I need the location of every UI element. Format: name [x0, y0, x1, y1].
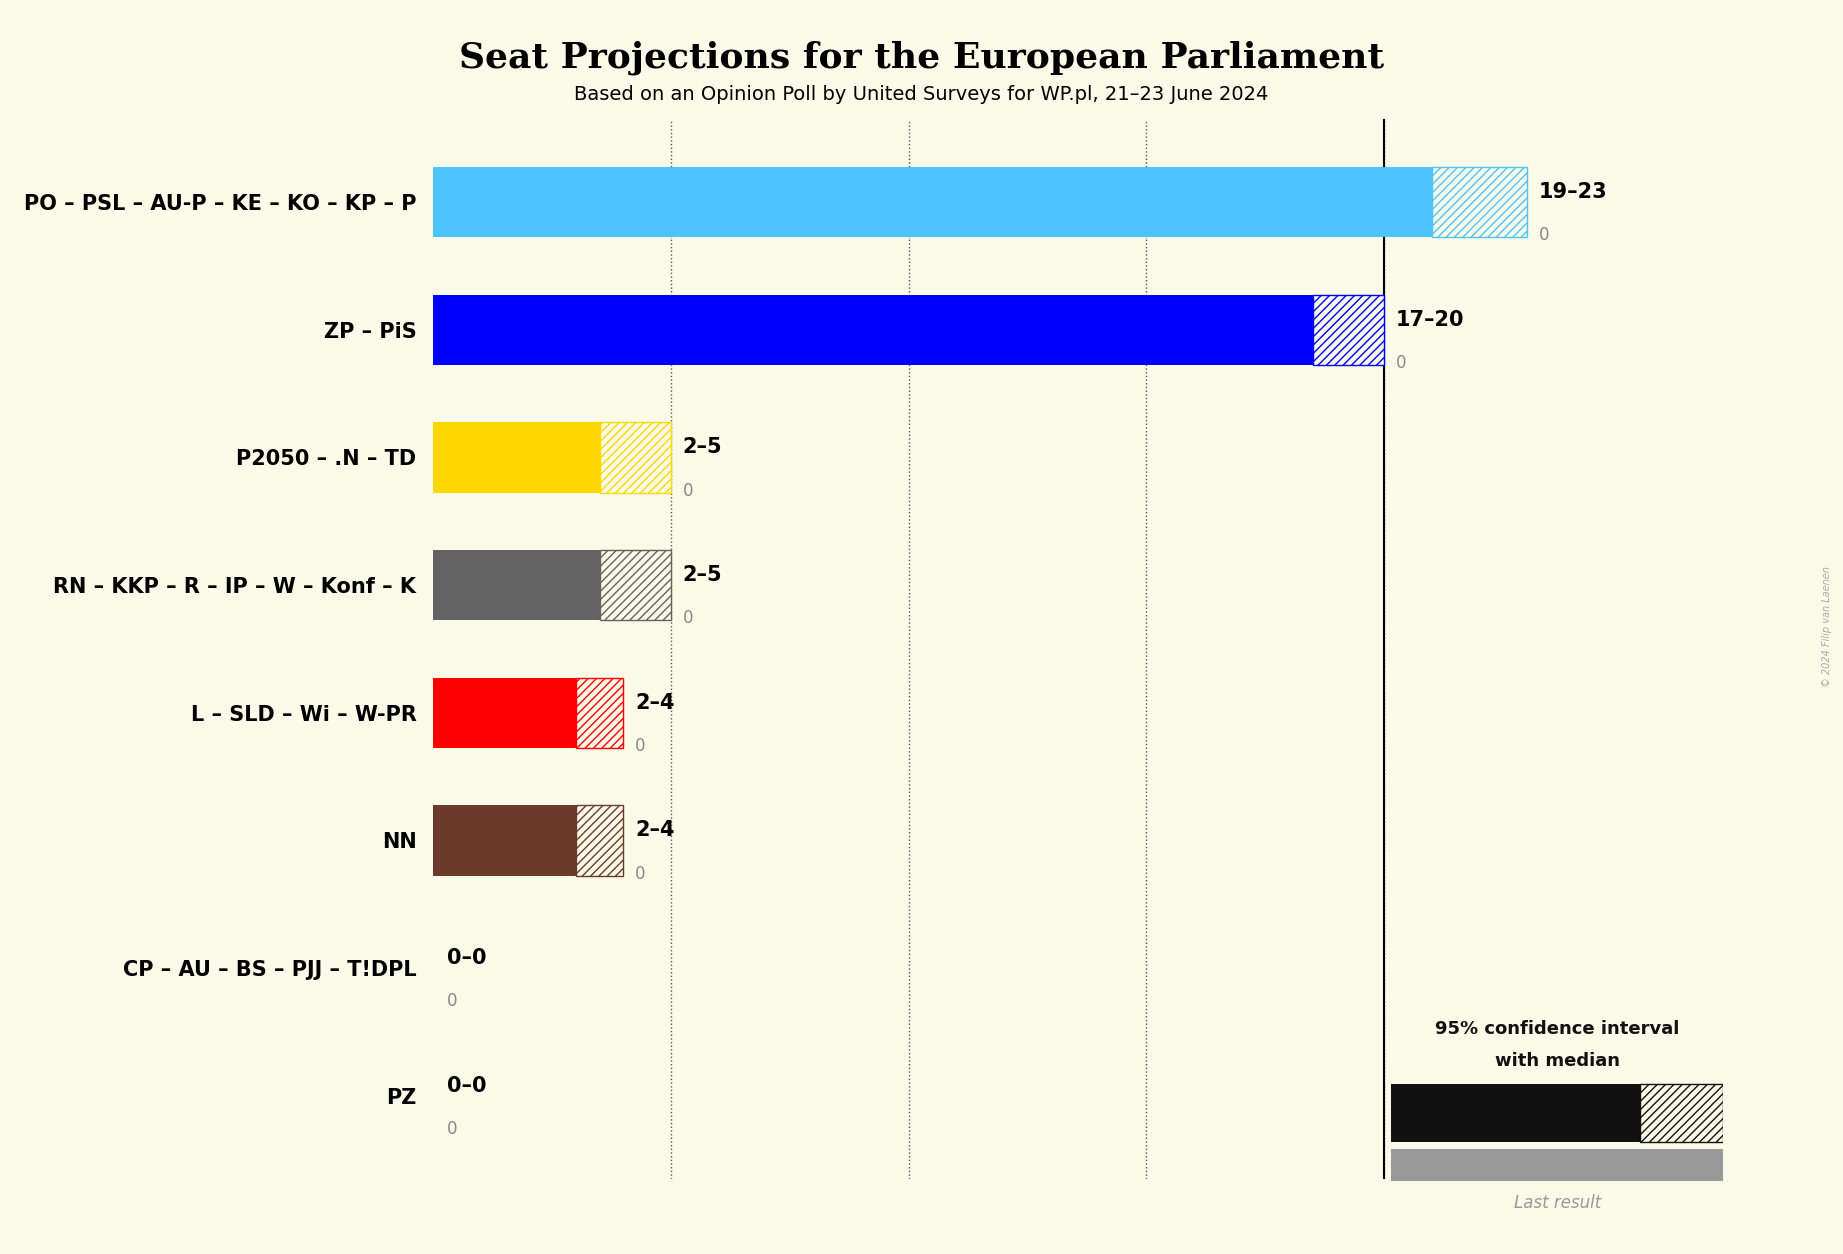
- Text: 0: 0: [1539, 226, 1550, 245]
- Bar: [1640, 1083, 1723, 1142]
- Bar: [433, 677, 529, 747]
- Text: 0: 0: [636, 865, 645, 883]
- Bar: [575, 805, 623, 875]
- Bar: [433, 551, 529, 621]
- Text: 0–0: 0–0: [448, 1076, 487, 1096]
- Text: 0: 0: [682, 609, 693, 627]
- Bar: [529, 805, 575, 875]
- Text: 2–4: 2–4: [636, 820, 675, 840]
- Bar: [529, 677, 575, 747]
- Text: Seat Projections for the European Parliament: Seat Projections for the European Parlia…: [459, 40, 1384, 75]
- Text: 2–5: 2–5: [682, 438, 722, 458]
- Bar: [575, 677, 623, 747]
- Bar: [1391, 1149, 1723, 1181]
- Bar: [599, 423, 671, 493]
- Bar: [1557, 1083, 1640, 1142]
- Text: with median: with median: [1495, 1052, 1620, 1070]
- Text: 0: 0: [1395, 354, 1406, 372]
- Bar: [1432, 167, 1526, 237]
- Bar: [529, 551, 599, 621]
- Text: 0: 0: [448, 992, 457, 1011]
- Bar: [433, 423, 529, 493]
- Text: Last result: Last result: [1513, 1194, 1602, 1211]
- Text: 2–5: 2–5: [682, 564, 722, 584]
- Bar: [599, 551, 671, 621]
- Bar: [1242, 295, 1312, 365]
- Text: 0: 0: [682, 482, 693, 499]
- Text: © 2024 Filip van Laenen: © 2024 Filip van Laenen: [1823, 567, 1832, 687]
- Bar: [1391, 1083, 1557, 1142]
- Text: 0: 0: [448, 1120, 457, 1137]
- Bar: [433, 295, 1242, 365]
- Text: 19–23: 19–23: [1539, 182, 1607, 202]
- Bar: [1312, 295, 1384, 365]
- Bar: [433, 167, 1336, 237]
- Text: 2–4: 2–4: [636, 692, 675, 712]
- Text: Based on an Opinion Poll by United Surveys for WP.pl, 21–23 June 2024: Based on an Opinion Poll by United Surve…: [575, 85, 1268, 104]
- Bar: [529, 423, 599, 493]
- Bar: [1336, 167, 1432, 237]
- Text: 0: 0: [636, 737, 645, 755]
- Text: 17–20: 17–20: [1395, 310, 1465, 330]
- Bar: [433, 805, 529, 875]
- Text: 0–0: 0–0: [448, 948, 487, 968]
- Text: 95% confidence interval: 95% confidence interval: [1436, 1021, 1679, 1038]
